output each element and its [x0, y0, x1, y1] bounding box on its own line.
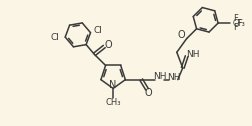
Text: F: F [233, 23, 238, 33]
Text: NH: NH [167, 73, 181, 82]
Text: CF₃: CF₃ [233, 19, 245, 28]
Text: F: F [237, 19, 242, 28]
Text: Cl: Cl [93, 26, 102, 35]
Text: Cl: Cl [51, 33, 60, 42]
Text: F: F [233, 14, 238, 23]
Text: O: O [144, 88, 152, 98]
Text: NH: NH [186, 50, 199, 59]
Text: NH: NH [153, 72, 167, 81]
Text: N: N [109, 80, 117, 90]
Text: CH₃: CH₃ [105, 98, 121, 107]
Text: O: O [178, 30, 185, 40]
Text: O: O [104, 40, 112, 50]
